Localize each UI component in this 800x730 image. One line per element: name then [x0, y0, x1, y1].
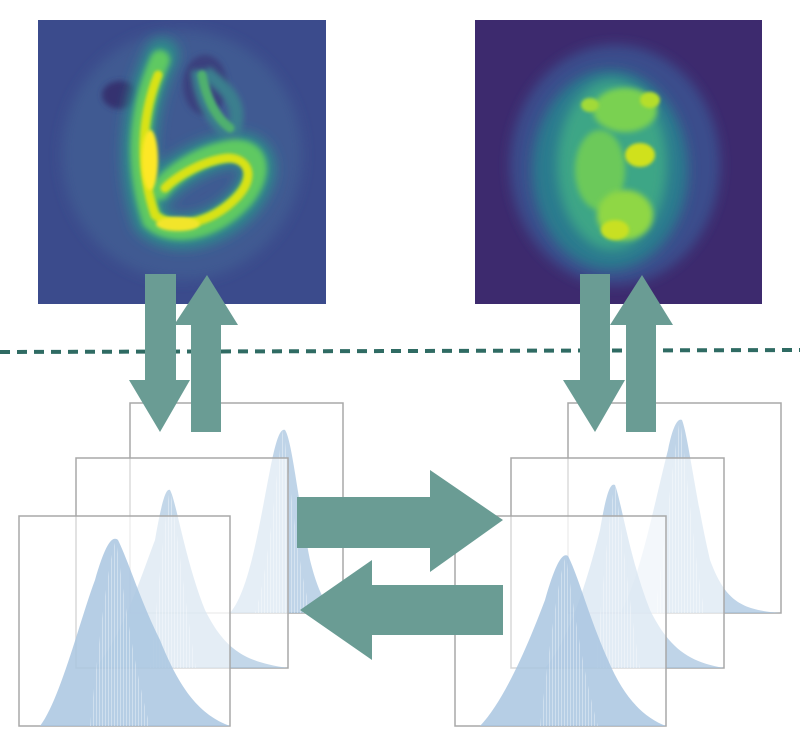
digit-9-heatmap: [475, 20, 762, 304]
down-arrow-icon: [563, 274, 625, 432]
up-arrow-icon: [174, 275, 238, 432]
dashed-separator: [0, 348, 800, 354]
left-arrow-icon: [300, 560, 503, 660]
down-arrow-icon: [129, 274, 190, 432]
histogram-panel: [18, 515, 231, 727]
right-arrow-icon: [297, 470, 503, 572]
right-latent-histograms: [454, 402, 782, 727]
left-latent-histograms: [18, 402, 344, 727]
digit-6-heatmap: [38, 20, 326, 304]
histogram-panel: [454, 515, 667, 727]
up-arrow-icon: [610, 275, 673, 432]
